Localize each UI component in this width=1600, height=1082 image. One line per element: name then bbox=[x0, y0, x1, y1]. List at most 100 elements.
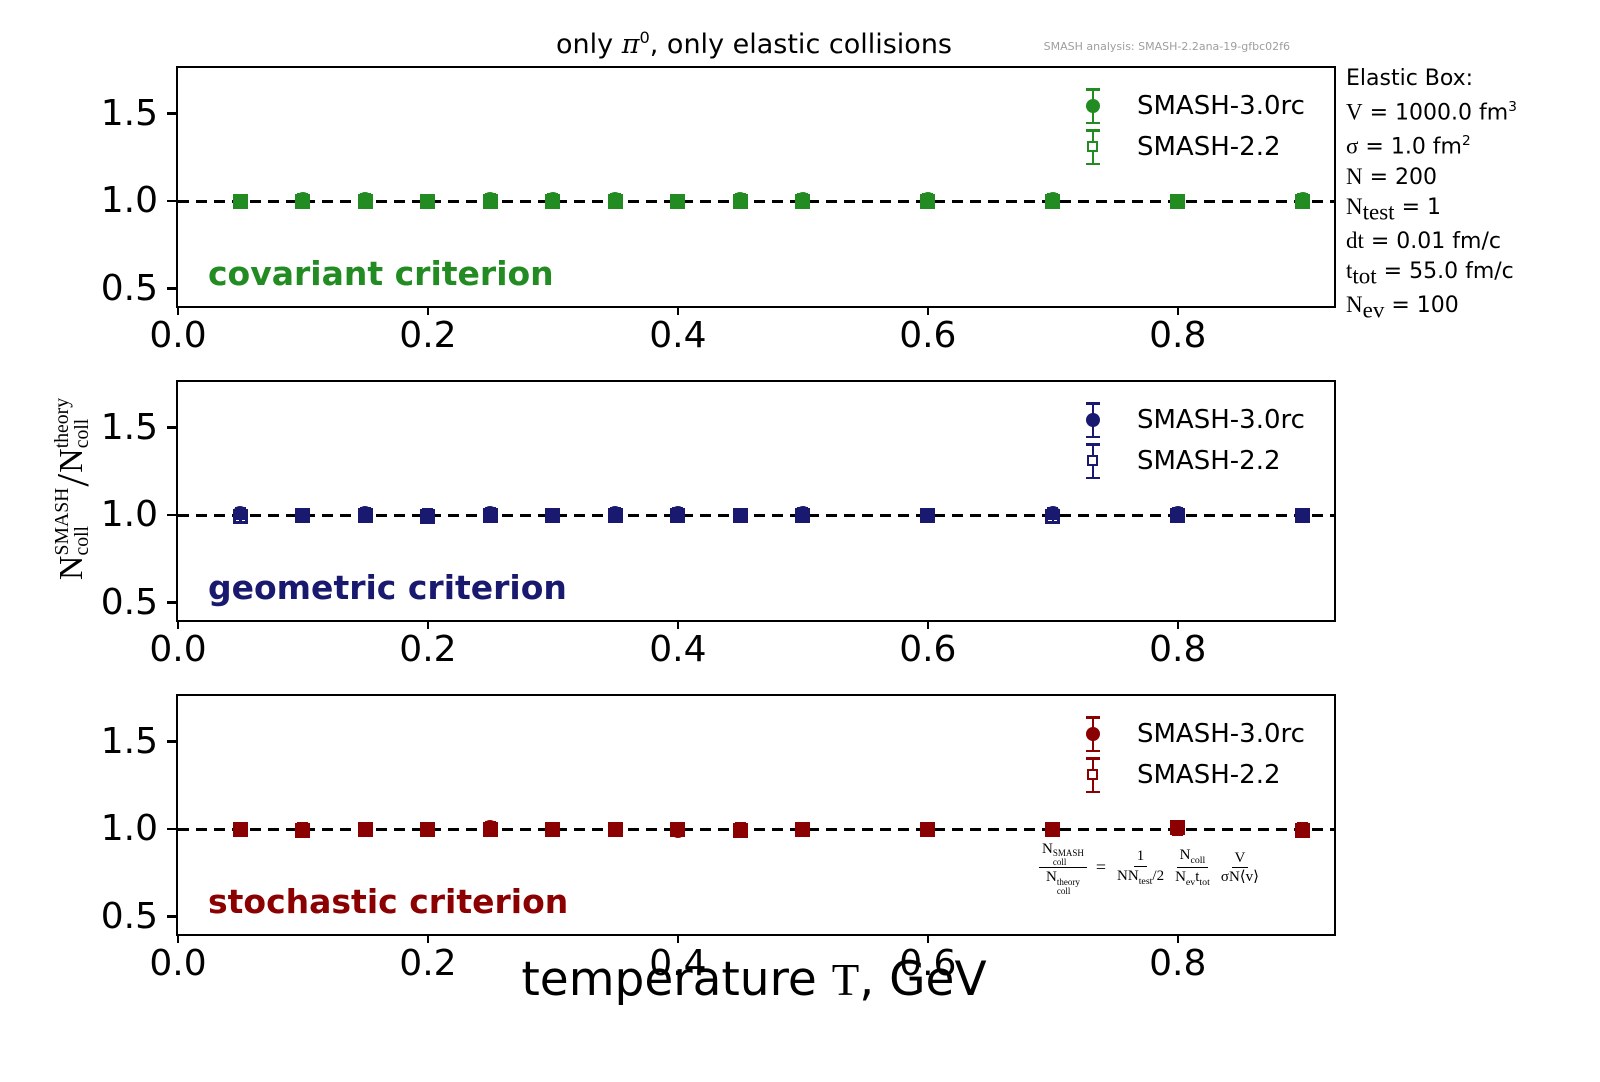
y-tick-mark bbox=[167, 287, 176, 290]
data-point-filled-circle bbox=[733, 508, 748, 522]
y-tick-mark bbox=[167, 426, 176, 429]
info-text: = 1.0 fm bbox=[1358, 134, 1462, 160]
title-pi-symbol: π bbox=[621, 29, 640, 60]
x-tick-label: 0.6 bbox=[899, 943, 957, 984]
data-point-filled-circle bbox=[545, 508, 560, 522]
y-tick-label: 0.5 bbox=[100, 895, 158, 937]
y-tick-label: 1.0 bbox=[100, 494, 158, 535]
xlabel-T-symbol: T bbox=[831, 955, 860, 1005]
data-point-filled-circle bbox=[1170, 506, 1185, 521]
ylabel-sub1: coll bbox=[71, 525, 93, 556]
ylabel-slash: / bbox=[46, 473, 98, 487]
x-tick-label: 0.4 bbox=[649, 315, 707, 356]
info-variable: N bbox=[1346, 193, 1363, 219]
info-variable-subscript: tot bbox=[1352, 263, 1377, 289]
data-point-filled-circle bbox=[483, 820, 498, 835]
x-tick-mark bbox=[1176, 934, 1180, 943]
data-point-filled-circle bbox=[420, 194, 435, 208]
data-point-filled-circle bbox=[733, 822, 748, 836]
data-point-filled-circle bbox=[608, 192, 623, 207]
data-point-filled-circle bbox=[920, 822, 935, 836]
info-variable-subscript: ev bbox=[1362, 297, 1385, 323]
chart-title: only π0, only elastic collisions bbox=[556, 28, 952, 60]
x-tick-label: 0.0 bbox=[149, 943, 207, 984]
x-tick-mark bbox=[426, 306, 430, 315]
info-text: = 0.01 fm/c bbox=[1363, 229, 1501, 255]
data-point-filled-circle bbox=[1295, 508, 1310, 522]
panel-geometric-criterion: 0.5 1.0 1.5 0.0 0.2 0.4 0.6 0.8 SMASH-3.0rc SMASH… bbox=[101, 380, 1336, 668]
y-tick-label: 1.5 bbox=[100, 720, 158, 762]
x-tick-label: 0.8 bbox=[1149, 943, 1207, 984]
y-tick-mark bbox=[167, 915, 176, 918]
info-superscript: 3 bbox=[1508, 99, 1517, 115]
data-point-filled-circle bbox=[670, 823, 685, 838]
x-tick-mark bbox=[926, 620, 930, 629]
x-tick-mark bbox=[926, 934, 930, 943]
legend-marker-open-square bbox=[1081, 757, 1105, 793]
xlabel-pre: temperature bbox=[521, 952, 832, 1007]
formula-equals: = bbox=[1095, 857, 1107, 878]
panel-covariant-criterion: 0.5 1.0 1.5 0.0 0.2 0.4 0.6 0.8 SMASH-3.0rc SMASH… bbox=[101, 66, 1336, 354]
data-point-filled-circle bbox=[233, 194, 248, 208]
title-pre: only bbox=[556, 29, 622, 60]
legend-label: SMASH-2.2 bbox=[1137, 132, 1281, 162]
open-square-icon bbox=[1087, 769, 1098, 780]
y-tick-label: 1.5 bbox=[100, 92, 158, 134]
data-point-filled-circle bbox=[420, 822, 435, 836]
x-tick-mark bbox=[676, 306, 680, 315]
info-variable: N bbox=[1346, 292, 1363, 318]
x-axis-label: temperature T, GeV bbox=[521, 952, 986, 1007]
info-text: = 55.0 fm/c bbox=[1376, 259, 1514, 285]
data-point-filled-circle bbox=[358, 822, 373, 836]
reference-line bbox=[178, 827, 1334, 831]
x-tick-label: 0.6 bbox=[899, 315, 957, 356]
x-tick-label: 0.8 bbox=[1149, 629, 1207, 670]
legend-errorbar-cap bbox=[1086, 757, 1100, 760]
info-superscript: 2 bbox=[1461, 133, 1471, 150]
data-point-filled-circle bbox=[295, 192, 310, 207]
data-point-filled-circle bbox=[795, 506, 810, 521]
info-variable: dt bbox=[1346, 228, 1364, 254]
info-box-line: dt = 0.01 fm/c bbox=[1346, 226, 1517, 256]
legend-marker-filled-circle bbox=[1081, 402, 1105, 438]
info-box-line: N = 200 bbox=[1346, 162, 1517, 192]
panel-stochastic-criterion: 0.5 1.0 1.5 0.0 0.2 0.4 0.6 0.8 SMASH-3.0rc SMASH… bbox=[101, 694, 1336, 982]
title-pi-superscript: 0 bbox=[639, 28, 650, 47]
info-text: = 1 bbox=[1394, 194, 1441, 220]
ylabel-sup1: SMASH bbox=[50, 487, 73, 556]
legend-label: SMASH-2.2 bbox=[1137, 446, 1281, 476]
criterion-label-geometric-criterion: geometric criterion bbox=[208, 568, 567, 607]
y-tick-mark bbox=[167, 827, 176, 831]
data-point-filled-circle bbox=[733, 192, 748, 207]
x-tick-label: 0.4 bbox=[649, 629, 707, 670]
data-point-filled-circle bbox=[233, 506, 248, 521]
x-tick-mark bbox=[926, 306, 930, 315]
y-tick-label: 1.5 bbox=[100, 406, 158, 448]
criterion-label-covariant-criterion: covariant criterion bbox=[208, 254, 554, 293]
legend-errorbar-cap bbox=[1086, 716, 1100, 719]
info-text: = 1000.0 fm bbox=[1362, 100, 1509, 126]
data-point-filled-circle bbox=[545, 192, 560, 207]
info-text: Elastic Box: bbox=[1346, 66, 1474, 91]
open-square-icon bbox=[1087, 141, 1098, 152]
data-point-filled-circle bbox=[295, 508, 310, 522]
x-tick-mark bbox=[176, 306, 180, 315]
data-point-filled-circle bbox=[608, 506, 623, 521]
info-box-line: Nev = 100 bbox=[1346, 290, 1517, 324]
data-point-filled-circle bbox=[358, 506, 373, 521]
data-point-filled-circle bbox=[1295, 192, 1310, 207]
x-tick-mark bbox=[676, 934, 680, 943]
xlabel-post: , GeV bbox=[859, 952, 987, 1007]
legend-errorbar-cap bbox=[1086, 162, 1100, 165]
legend-label: SMASH-2.2 bbox=[1137, 760, 1281, 790]
y-tick-label: 1.0 bbox=[100, 808, 158, 849]
formula-fraction-3: V σN⟨v⟩ bbox=[1220, 849, 1259, 886]
x-tick-mark bbox=[676, 620, 680, 629]
legend-errorbar-cap bbox=[1086, 443, 1100, 446]
data-point-filled-circle bbox=[1295, 822, 1310, 836]
ylabel-n2: N bbox=[53, 448, 90, 473]
y-tick-mark bbox=[167, 740, 176, 743]
x-tick-label: 0.2 bbox=[399, 629, 457, 670]
